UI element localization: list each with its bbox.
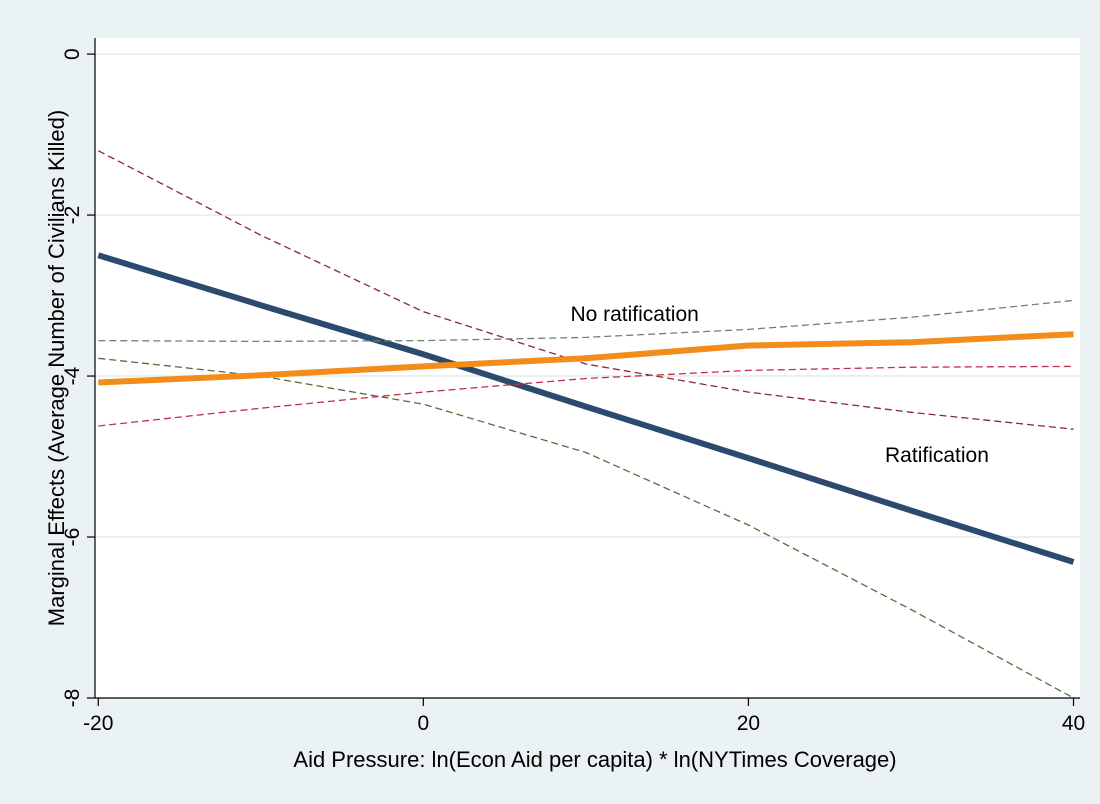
series-line-2: [98, 357, 1074, 699]
series-line-3: [98, 331, 1074, 386]
y-tick-label: 0: [61, 48, 84, 60]
y-axis-title: Marginal Effects (Average Number of Civi…: [44, 110, 69, 626]
annotation-label: Ratification: [885, 444, 989, 467]
series-line-5: [98, 365, 1074, 427]
x-tick-label: -20: [83, 712, 113, 735]
axes: [87, 38, 1080, 706]
x-tick-label: 40: [1062, 712, 1085, 735]
tick-labels: 0 -2 -4 -6 -8 -20 0 20 40: [61, 48, 1085, 735]
annotation-label: No ratification: [570, 303, 698, 326]
y-tick-label: -4: [61, 366, 84, 385]
x-axis-title: Aid Pressure: ln(Econ Aid per capita) * …: [293, 747, 896, 772]
y-tick-label: -8: [61, 689, 84, 708]
plot-area: [95, 38, 1080, 698]
x-tick-label: 0: [417, 712, 429, 735]
annotations: No ratification Ratification: [570, 303, 988, 467]
series-lines: [97, 150, 1075, 699]
series-line-4: [98, 299, 1074, 343]
x-tick-label: 20: [737, 712, 760, 735]
series-line-0: [97, 252, 1075, 565]
y-tick-label: -2: [61, 206, 84, 225]
y-tick-label: -6: [61, 528, 84, 547]
series-line-1: [98, 150, 1074, 430]
